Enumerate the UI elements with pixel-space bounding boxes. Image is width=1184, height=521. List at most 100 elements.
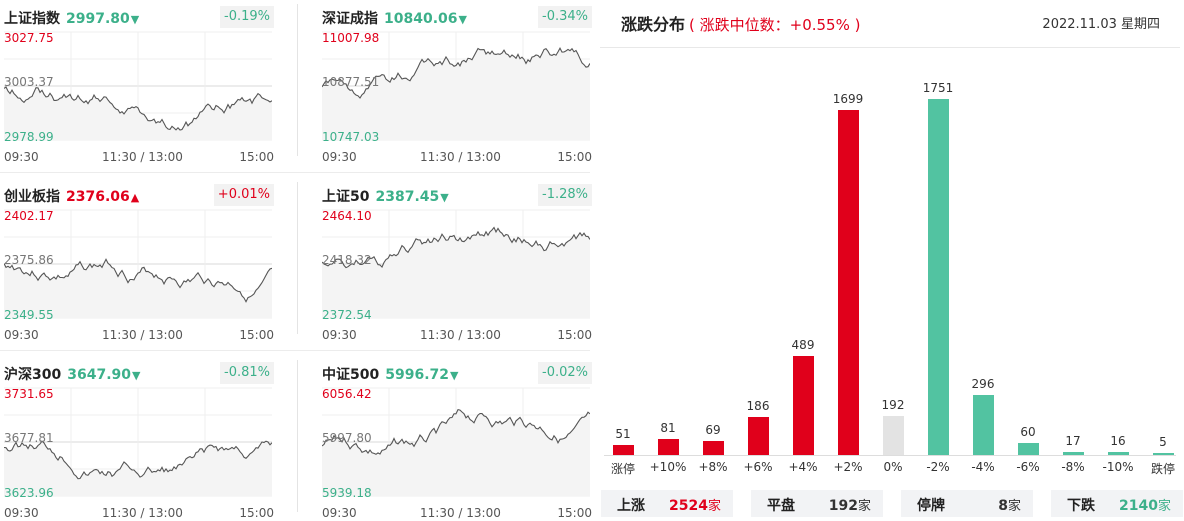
bar-category-label: -10%	[1102, 460, 1134, 474]
bar-category-label: -4%	[971, 460, 995, 474]
bar-category-label: +4%	[788, 460, 818, 474]
intraday-line-chart	[322, 387, 590, 497]
distribution-bar[interactable]	[793, 355, 814, 455]
summary-value: 8家	[998, 495, 1021, 514]
summary-count: 2140	[1119, 498, 1158, 514]
bar-value-label: 1751	[922, 81, 954, 95]
index-panel[interactable]: 深证成指 10840.06▼ -0.34% 11007.98 10877.51 1…	[322, 0, 592, 172]
index-price: 2997.80	[66, 11, 130, 27]
price-line	[322, 226, 590, 269]
distribution-bar[interactable]	[883, 415, 904, 455]
low-label: 2978.99	[4, 130, 54, 144]
high-label: 2464.10	[322, 209, 372, 223]
time-close: 15:00	[239, 328, 274, 342]
low-label: 5939.18	[322, 486, 372, 500]
distribution-title: 涨跌分布( 涨跌中位数：+0.55% )	[621, 11, 860, 35]
time-noon: 11:30 / 13:00	[420, 506, 501, 520]
index-price: 5996.72	[385, 367, 449, 383]
index-name: 中证500 5996.72▼	[322, 364, 458, 384]
index-name: 深证成指 10840.06▼	[322, 8, 467, 28]
high-label: 3027.75	[4, 31, 54, 45]
time-noon: 11:30 / 13:00	[420, 328, 501, 342]
bar-value-label: 186	[746, 399, 770, 414]
distribution-bar[interactable]	[1018, 442, 1039, 455]
summary-count: 2524	[669, 498, 708, 514]
header-divider	[600, 47, 1180, 48]
distribution-bar[interactable]	[1063, 451, 1084, 455]
distribution-bar[interactable]	[703, 440, 724, 455]
summary-unit: 家	[1007, 499, 1021, 514]
index-panel[interactable]: 沪深300 3647.90▼ -0.81% 3731.65 3677.81 362…	[4, 356, 274, 521]
price-area	[4, 441, 272, 496]
distribution-bar[interactable]	[1108, 451, 1129, 455]
bar-category-label: +8%	[698, 460, 728, 474]
summary-count: 192	[828, 498, 858, 514]
bar-category-label: +10%	[649, 460, 687, 474]
chart-baseline	[604, 455, 1176, 456]
index-panel[interactable]: 中证500 5996.72▼ -0.02% 6056.42 5997.80 593…	[322, 356, 592, 521]
summary-unit: 家	[1157, 499, 1171, 514]
index-name-text: 深证成指	[322, 11, 378, 27]
column-divider	[297, 4, 298, 156]
trend-arrow-icon: ▼	[132, 369, 141, 382]
prev-close-label: 10877.51	[322, 75, 380, 89]
time-close: 15:00	[557, 328, 592, 342]
price-area	[4, 87, 272, 140]
distribution-bar[interactable]	[613, 444, 634, 455]
bar-category-label: 涨停	[610, 462, 635, 476]
index-name-text: 上证50	[322, 189, 370, 205]
bar-category-label: -8%	[1061, 460, 1085, 474]
summary-box: 平盘 192家	[751, 490, 883, 517]
bar-value-label: 51	[615, 426, 631, 441]
trend-arrow-icon: ▼	[458, 13, 467, 26]
time-open: 09:30	[4, 506, 39, 520]
time-noon: 11:30 / 13:00	[102, 328, 183, 342]
distribution-bar[interactable]	[748, 417, 769, 455]
row-divider	[0, 350, 590, 351]
time-open: 09:30	[4, 328, 39, 342]
index-name: 创业板指 2376.06▲	[4, 186, 139, 206]
summary-label: 上涨	[617, 498, 645, 514]
distribution-bar[interactable]	[928, 99, 949, 455]
index-panel[interactable]: 创业板指 2376.06▲ +0.01% 2402.17 2375.86 2349…	[4, 178, 274, 350]
index-change-badge: -0.19%	[220, 6, 274, 28]
index-panel[interactable]: 上证50 2387.45▼ -1.28% 2464.10 2418.32 2372…	[322, 178, 592, 350]
index-panel[interactable]: 上证指数 2997.80▼ -0.19% 3027.75 3003.37 2978…	[4, 0, 274, 172]
price-area	[4, 259, 272, 318]
price-line	[322, 47, 590, 99]
summary-value: 2524家	[669, 495, 721, 514]
bar-value-label: 489	[791, 337, 815, 352]
prev-close-label: 2418.32	[322, 253, 372, 267]
index-price: 2376.06	[66, 189, 130, 205]
index-header: 深证成指 10840.06▼ -0.34%	[322, 6, 592, 28]
price-area	[322, 409, 590, 496]
summary-box: 上涨 2524家	[601, 490, 733, 517]
price-line	[4, 86, 272, 131]
price-area	[322, 48, 590, 141]
time-axis: 09:30 11:30 / 13:00 15:00	[4, 328, 274, 342]
bar-value-label: 69	[705, 422, 721, 437]
low-label: 2372.54	[322, 308, 372, 322]
index-name: 上证50 2387.45▼	[322, 186, 449, 206]
index-change-badge: -0.02%	[538, 362, 592, 384]
price-line	[4, 258, 272, 303]
bar-category-label: -2%	[926, 460, 950, 474]
trend-arrow-icon: ▼	[130, 13, 140, 26]
index-name: 上证指数 2997.80▼	[4, 8, 139, 28]
time-open: 09:30	[322, 150, 357, 164]
time-noon: 11:30 / 13:00	[102, 506, 183, 520]
time-open: 09:30	[4, 150, 39, 164]
bar-value-label: 296	[971, 376, 995, 391]
index-header: 上证50 2387.45▼ -1.28%	[322, 184, 592, 206]
bar-value-label: 1699	[832, 91, 864, 106]
distribution-bar[interactable]	[838, 109, 859, 455]
index-header: 中证500 5996.72▼ -0.02%	[322, 362, 592, 384]
bar-category-label: 0%	[883, 460, 903, 474]
distribution-bar[interactable]	[1153, 453, 1174, 455]
summary-label: 下跌	[1067, 498, 1095, 514]
distribution-bar[interactable]	[658, 438, 679, 455]
distribution-bar[interactable]	[973, 394, 994, 455]
summary-unit: 家	[857, 499, 871, 514]
distribution-date: 2022.11.03 星期四	[1042, 17, 1160, 32]
bar-category-label: -6%	[1016, 460, 1040, 474]
